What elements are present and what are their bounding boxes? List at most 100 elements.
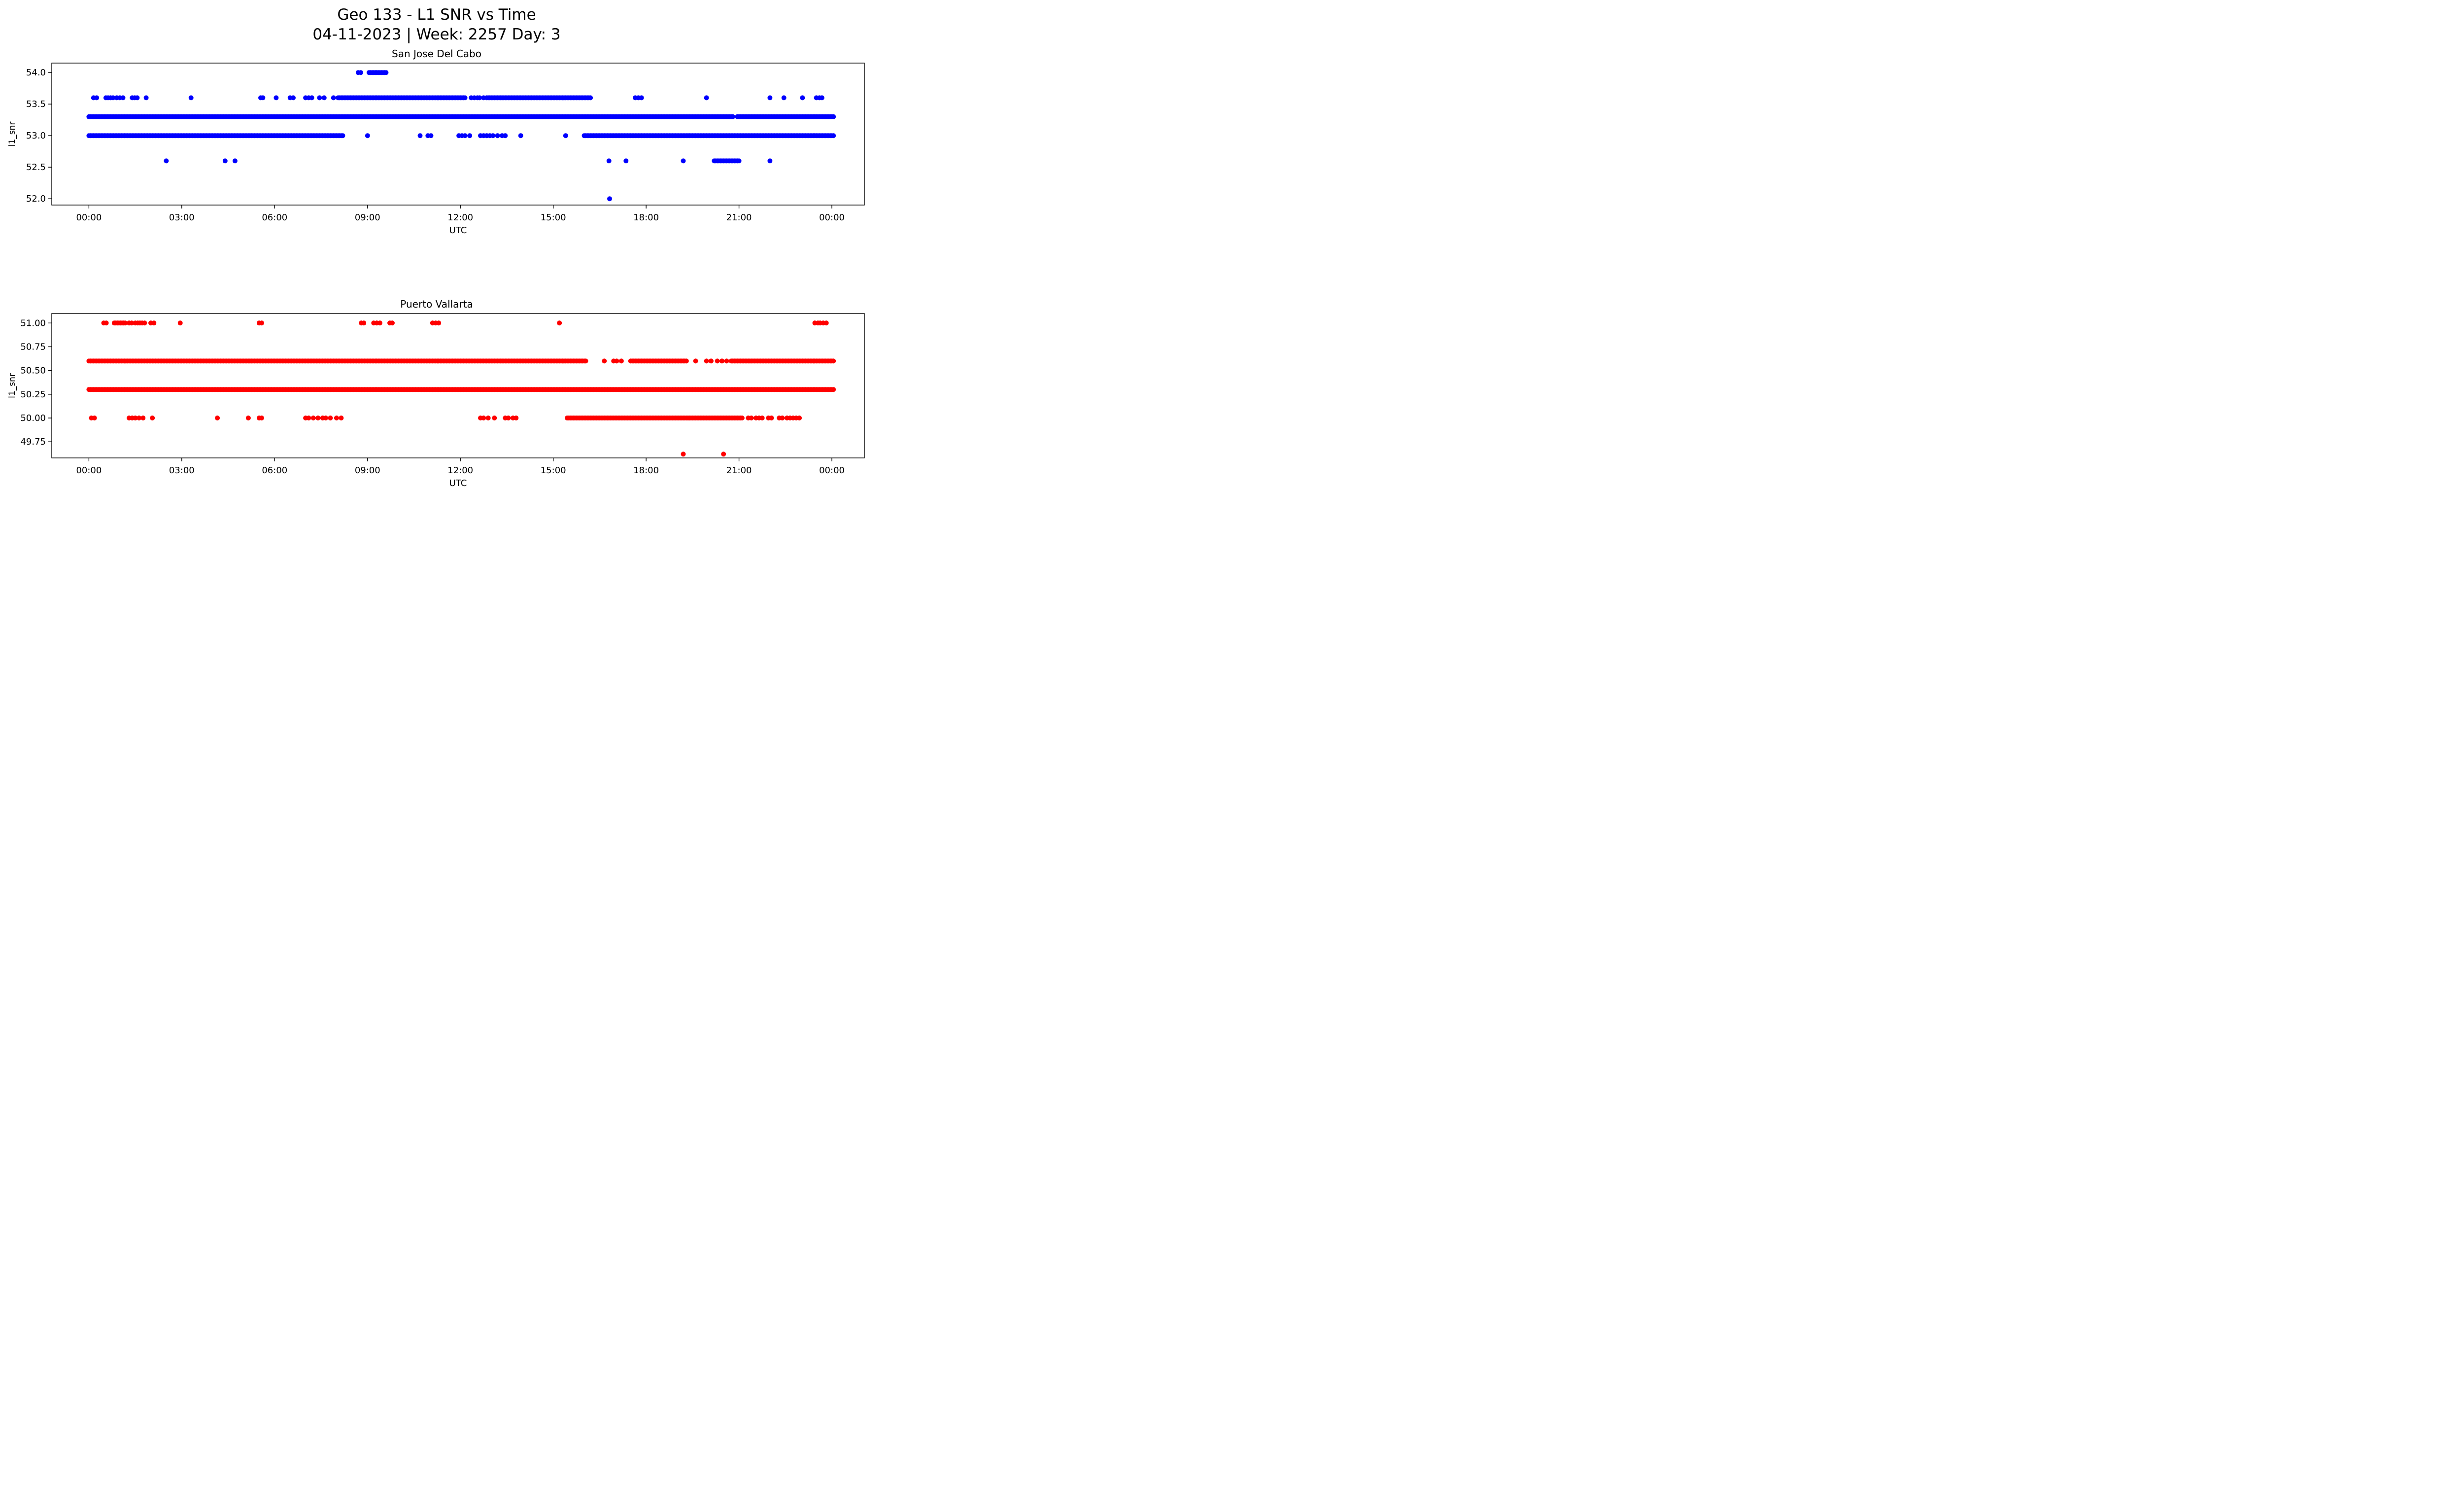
- x-tick-label: 00:00: [819, 212, 845, 223]
- data-point: [462, 95, 468, 101]
- data-point: [358, 70, 363, 75]
- data-point: [513, 416, 519, 420]
- data-point: [831, 114, 836, 119]
- data-point: [588, 95, 593, 101]
- data-point: [188, 95, 194, 101]
- data-point: [767, 158, 773, 164]
- data-point: [684, 358, 689, 364]
- data-point: [259, 320, 264, 326]
- y-tick-label: 53.0: [26, 131, 46, 141]
- data-point: [260, 95, 266, 101]
- data-point: [232, 158, 238, 164]
- data-point: [518, 133, 523, 139]
- data-point: [133, 416, 138, 420]
- data-point: [306, 416, 311, 420]
- data-point: [151, 320, 157, 326]
- data-point: [339, 416, 344, 420]
- data-point: [417, 133, 423, 139]
- x-tick-label: 12:00: [447, 212, 473, 223]
- data-point: [719, 358, 724, 364]
- data-point: [819, 95, 824, 101]
- data-point: [749, 416, 754, 420]
- data-point: [164, 158, 169, 164]
- data-point: [831, 387, 836, 392]
- data-point: [92, 416, 97, 420]
- data-point: [781, 95, 787, 101]
- data-point: [724, 358, 729, 364]
- data-point: [150, 416, 155, 420]
- data-point: [709, 358, 714, 364]
- scatter-plot-san-jose-del-cabo: 00:00 03:00 06:00 09:00 12:00 15:00 18:00 21:00…: [7, 63, 865, 236]
- data-point: [780, 416, 785, 420]
- data-point: [823, 320, 829, 326]
- data-point: [623, 158, 629, 164]
- data-point: [94, 95, 100, 101]
- y-axis-label: l1_snr: [7, 373, 17, 398]
- data-point: [693, 358, 698, 364]
- data-point: [120, 95, 126, 101]
- data-point: [315, 416, 321, 420]
- data-point: [715, 358, 720, 364]
- subplot-san-jose-del-cabo: San Jose Del Cabo 00:00 03:00 06:00 09:00 12…: [0, 47, 873, 240]
- data-point: [390, 320, 395, 326]
- y-tick-label: 49.75: [20, 437, 46, 447]
- data-point: [321, 95, 327, 101]
- data-point: [704, 358, 709, 364]
- data-point: [143, 95, 149, 101]
- x-tick-label: 03:00: [169, 212, 195, 223]
- data-point: [485, 416, 491, 420]
- data-point: [503, 133, 508, 139]
- x-tick-label: 00:00: [819, 465, 845, 476]
- figure-title: Geo 133 - L1 SNR vs Time: [337, 6, 536, 24]
- data-point: [800, 95, 805, 101]
- y-tick-label: 50.50: [20, 366, 46, 376]
- data-point: [323, 416, 328, 420]
- x-tick-label: 00:00: [76, 212, 102, 223]
- data-point: [563, 133, 568, 139]
- x-tick-label: 00:00: [76, 465, 102, 476]
- x-tick-label: 18:00: [633, 212, 659, 223]
- x-tick-label: 06:00: [262, 465, 287, 476]
- data-point: [259, 416, 264, 420]
- data-point: [135, 95, 140, 101]
- y-tick-label: 50.00: [20, 413, 46, 423]
- data-point: [245, 416, 251, 420]
- data-point: [428, 133, 434, 139]
- data-point: [606, 158, 612, 164]
- data-point: [309, 95, 314, 101]
- data-point: [557, 320, 562, 326]
- data-point: [639, 95, 644, 101]
- data-point: [361, 320, 367, 326]
- data-point: [110, 95, 116, 101]
- figure-subtitle: 04-11-2023 | Week: 2257 Day: 3: [312, 26, 561, 43]
- data-point: [767, 95, 773, 101]
- data-point: [477, 95, 482, 101]
- data-point: [583, 358, 588, 364]
- data-point: [291, 95, 296, 101]
- plot-border: [51, 313, 865, 458]
- y-tick-label: 52.5: [26, 162, 46, 173]
- subplot-title-san-jose-del-cabo: San Jose Del Cabo: [392, 48, 481, 60]
- y-tick-label: 51.00: [20, 318, 46, 328]
- data-point: [607, 196, 612, 202]
- data-point: [334, 416, 339, 420]
- y-axis-label: l1_snr: [7, 122, 17, 147]
- data-point: [481, 416, 486, 420]
- data-point: [506, 416, 511, 420]
- data-point: [602, 358, 607, 364]
- y-tick-label: 50.25: [20, 389, 46, 400]
- data-point: [122, 320, 128, 326]
- data-point: [739, 416, 745, 420]
- data-point: [310, 416, 316, 420]
- data-point: [317, 95, 322, 101]
- x-tick-label: 12:00: [447, 465, 473, 476]
- data-point: [759, 416, 765, 420]
- data-point: [831, 133, 836, 139]
- data-point: [831, 358, 836, 364]
- y-tick-label: 53.5: [26, 99, 46, 109]
- data-point: [215, 416, 220, 420]
- x-tick-label: 09:00: [355, 212, 380, 223]
- x-tick-label: 03:00: [169, 465, 195, 476]
- y-tick-label: 54.0: [26, 68, 46, 78]
- subplot-puerto-vallarta: Puerto Vallarta 00:00 03:00 06:00 09:00 12:0…: [0, 298, 873, 492]
